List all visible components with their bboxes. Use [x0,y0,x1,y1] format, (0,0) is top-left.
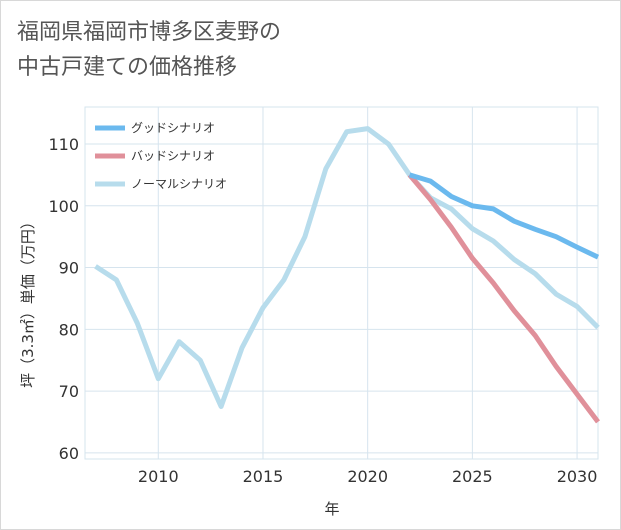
y-tick-label: 70 [59,382,79,401]
series-line-1 [407,173,600,424]
series-line-2 [94,126,600,409]
y-tick-label: 90 [59,259,79,278]
plot-frame [84,106,599,460]
x-axis-label: 年 [324,500,339,518]
x-tick-label: 2020 [347,467,388,486]
series-lines [94,126,600,424]
legend-label: グッドシナリオ [131,121,215,135]
x-tick-label: 2015 [243,467,284,486]
legend-label: ノーマルシナリオ [131,177,227,191]
legend-label: バッドシナリオ [131,149,215,163]
x-tick-label: 2010 [138,467,179,486]
y-tick-labels: 60 70 80 90 100 110 [48,135,79,463]
y-axis-label: 坪（3.3㎡）単価（万円） [19,214,37,388]
x-tick-label: 2030 [557,467,598,486]
y-tick-label: 100 [48,197,79,216]
y-tick-label: 80 [59,320,79,339]
chart-title-line1: 福岡県福岡市博多区麦野の [17,20,282,45]
x-tick-labels: 2010 2015 2020 2025 2030 [138,467,597,486]
x-tick-label: 2025 [452,467,493,486]
series-line-0 [408,172,600,260]
chart-title-line2: 中古戸建ての価格推移 [17,55,238,80]
chart-title: 福岡県福岡市博多区麦野の 中古戸建ての価格推移 [17,15,577,85]
y-tick-label: 110 [48,135,79,154]
y-tick-label: 60 [59,444,79,463]
